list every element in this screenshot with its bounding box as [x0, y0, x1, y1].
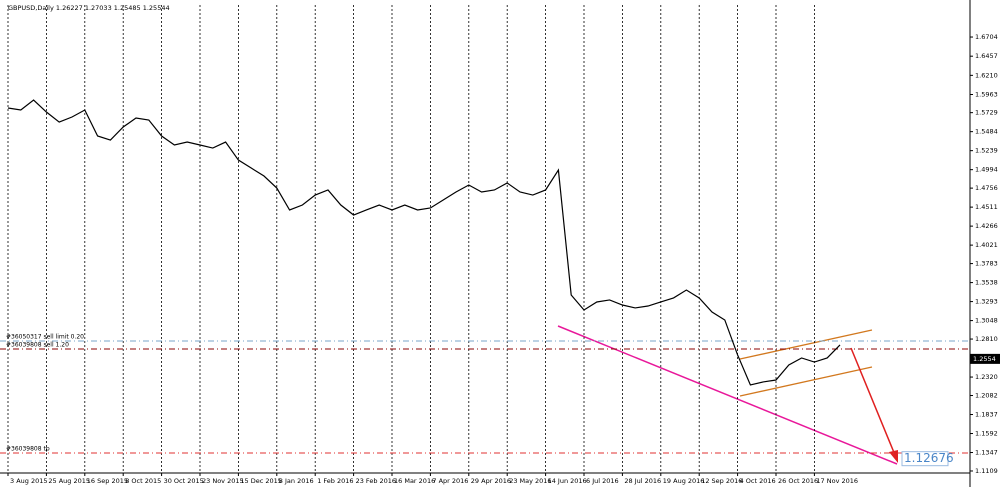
y-tick-label: 1.1837	[975, 411, 998, 419]
order-label: #36039808 tp	[6, 445, 50, 452]
x-tick-label: 8 Jan 2016	[279, 477, 314, 485]
x-tick-label: 14 Jun 2016	[548, 477, 587, 485]
price-line	[7, 99, 841, 386]
y-tick-label: 1.4511	[975, 203, 998, 211]
y-tick-label: 1.4266	[975, 222, 998, 230]
x-tick-label: 1 Feb 2016	[317, 477, 353, 485]
channel-top	[739, 329, 873, 360]
y-tick-label: 1.4994	[975, 166, 998, 174]
x-tick-label: 3 Aug 2015	[10, 477, 48, 485]
y-tick-label: 1.5729	[975, 109, 998, 117]
x-tick-label: 15 Dec 2015	[240, 477, 282, 485]
x-tick-label: 28 Jul 2016	[624, 477, 661, 485]
y-tick-label: 1.1592	[975, 430, 998, 438]
x-tick-label: 23 May 2016	[509, 477, 551, 485]
arrow-head	[889, 450, 898, 463]
price-tag	[970, 353, 1000, 364]
x-tick-label: 12 Sep 2016	[701, 477, 742, 485]
x-tick-label: 30 Oct 2015	[164, 477, 204, 485]
y-tick-label: 1.3048	[975, 317, 998, 325]
y-tick-label: 1.1347	[975, 449, 998, 457]
chart-title: GBPUSD,Daily 1.26227 1.27033 1.25485 1.2…	[8, 4, 170, 12]
y-tick-label: 1.2810	[975, 335, 998, 343]
x-tick-label: 25 Aug 2015	[48, 477, 90, 485]
y-tick-label: 1.6457	[975, 52, 998, 60]
y-tick-label: 1.3538	[975, 279, 998, 287]
y-tick-label: 1.3293	[975, 298, 998, 306]
y-tick-label: 1.2082	[975, 392, 998, 400]
x-tick-label: 17 Nov 2016	[816, 477, 858, 485]
x-tick-label: 23 Feb 2016	[356, 477, 396, 485]
channel-bottom	[739, 366, 873, 397]
x-tick-label: 16 Sep 2015	[87, 477, 128, 485]
x-tick-label: 29 Apr 2016	[471, 477, 511, 485]
order-label: #36039808 sell 1.20	[6, 341, 69, 348]
x-tick-label: 16 Mar 2016	[394, 477, 435, 485]
y-tick-label: 1.6210	[975, 71, 998, 79]
y-tick-label: 1.4756	[975, 184, 998, 192]
y-tick-label: 1.1109	[975, 467, 998, 475]
x-tick-label: 26 Oct 2016	[778, 477, 818, 485]
y-tick-label: 1.4021	[975, 241, 998, 249]
x-tick-label: 23 Nov 2015	[202, 477, 244, 485]
y-tick-label: 1.5963	[975, 91, 998, 99]
x-tick-label: 7 Apr 2016	[432, 477, 468, 485]
order-label: #36050317 sell limit 0.20	[6, 333, 84, 340]
y-tick-label: 1.5484	[975, 128, 998, 136]
arrow-line	[850, 347, 896, 456]
x-tick-label: 6 Jul 2016	[586, 477, 619, 485]
target-box	[901, 451, 949, 467]
y-tick-label: 1.2320	[975, 373, 998, 381]
y-tick-label: 1.3783	[975, 260, 998, 268]
x-tick-label: 4 Oct 2016	[740, 477, 776, 485]
y-tick-label: 1.6704	[975, 33, 998, 41]
x-tick-label: 8 Oct 2015	[125, 477, 161, 485]
y-tick-label: 1.5239	[975, 147, 998, 155]
price-tag-label: 1.2554	[973, 355, 996, 363]
x-tick-label: 19 Aug 2016	[663, 477, 705, 485]
target-label: 1.12676	[904, 451, 954, 465]
